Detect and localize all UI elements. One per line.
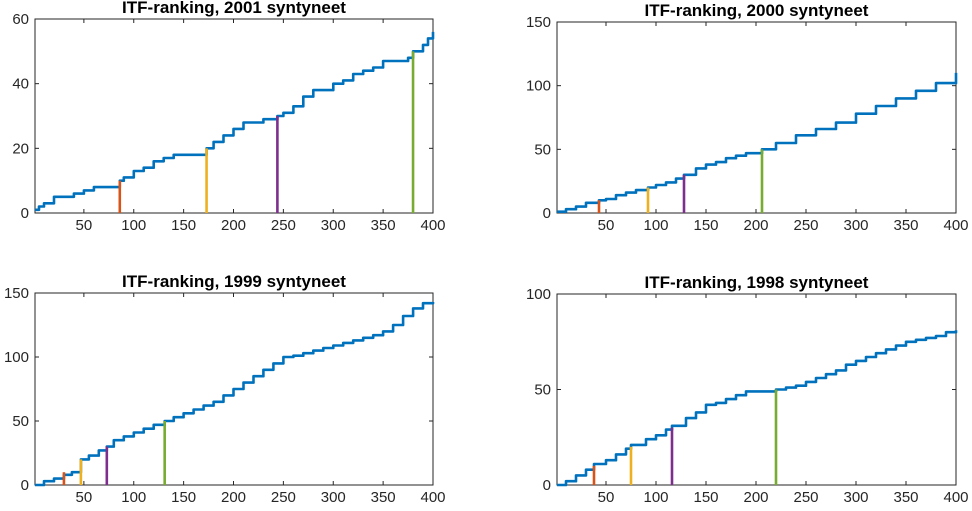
x-tick-label: 300 bbox=[321, 217, 346, 234]
x-tick-label: 400 bbox=[420, 217, 445, 234]
x-tick-label: 400 bbox=[943, 489, 968, 506]
x-tick-label: 150 bbox=[171, 489, 196, 506]
x-tick-label: 250 bbox=[271, 217, 296, 234]
y-tick-label: 50 bbox=[534, 382, 551, 399]
y-tick-label: 50 bbox=[12, 413, 29, 430]
x-tick-label: 200 bbox=[221, 489, 246, 506]
x-tick-label: 400 bbox=[943, 217, 968, 234]
chart-panel-2: ITF-ranking, 2000 syntyneet 50 100 150 200 25… bbox=[526, 1, 969, 234]
x-tick-label: 300 bbox=[321, 489, 346, 506]
y-tick-label: 0 bbox=[543, 477, 551, 494]
y-tick-label: 100 bbox=[526, 78, 551, 95]
y-tick-label: 150 bbox=[526, 14, 551, 31]
x-tick-label: 350 bbox=[371, 489, 396, 506]
y-tick-label: 0 bbox=[543, 205, 551, 222]
ranking-curve bbox=[557, 72, 958, 213]
x-tick-label: 250 bbox=[793, 489, 818, 506]
y-tick-label: 20 bbox=[12, 140, 29, 157]
x-tick-label: 100 bbox=[121, 489, 146, 506]
x-tick-label: 250 bbox=[793, 217, 818, 234]
y-tick-label: 100 bbox=[526, 286, 551, 303]
chart-title: ITF-ranking, 2000 syntyneet bbox=[645, 1, 869, 20]
y-tick-label: 150 bbox=[4, 285, 29, 302]
x-tick-label: 300 bbox=[843, 217, 868, 234]
axes-box bbox=[556, 21, 957, 214]
y-tick-label: 0 bbox=[21, 205, 29, 222]
x-tick-label: 150 bbox=[693, 217, 718, 234]
x-tick-label: 100 bbox=[121, 217, 146, 234]
y-tick-label: 60 bbox=[12, 11, 29, 28]
x-tick-label: 150 bbox=[693, 489, 718, 506]
axes-box bbox=[34, 18, 434, 214]
x-tick-label: 200 bbox=[743, 489, 768, 506]
chart-panel-3: ITF-ranking, 1999 syntyneet 50 100 150 200 25… bbox=[4, 272, 446, 506]
x-tick-label: 150 bbox=[171, 217, 196, 234]
y-tick-label: 100 bbox=[4, 349, 29, 366]
x-tick-label: 50 bbox=[598, 489, 615, 506]
x-tick-label: 50 bbox=[76, 489, 93, 506]
x-tick-label: 350 bbox=[893, 489, 918, 506]
x-tick-label: 300 bbox=[843, 489, 868, 506]
x-tick-label: 100 bbox=[643, 489, 668, 506]
ranking-curve bbox=[35, 31, 435, 212]
x-tick-label: 100 bbox=[643, 217, 668, 234]
x-tick-label: 200 bbox=[743, 217, 768, 234]
ranking-curve bbox=[557, 330, 958, 487]
x-tick-label: 350 bbox=[893, 217, 918, 234]
x-tick-label: 350 bbox=[371, 217, 396, 234]
x-tick-label: 250 bbox=[271, 489, 296, 506]
chart-title: ITF-ranking, 1998 syntyneet bbox=[645, 273, 869, 292]
chart-panel-4: ITF-ranking, 1998 syntyneet 50 100 150 200 25… bbox=[526, 273, 969, 506]
x-tick-label: 50 bbox=[598, 217, 615, 234]
y-tick-label: 40 bbox=[12, 76, 29, 93]
y-tick-label: 50 bbox=[534, 141, 551, 158]
y-tick-label: 0 bbox=[21, 477, 29, 494]
chart-title: ITF-ranking, 1999 syntyneet bbox=[122, 272, 346, 291]
x-tick-label: 400 bbox=[420, 489, 445, 506]
x-tick-label: 50 bbox=[76, 217, 93, 234]
chart-title: ITF-ranking, 2001 syntyneet bbox=[122, 0, 346, 17]
x-tick-label: 200 bbox=[221, 217, 246, 234]
ranking-curve bbox=[35, 301, 435, 487]
